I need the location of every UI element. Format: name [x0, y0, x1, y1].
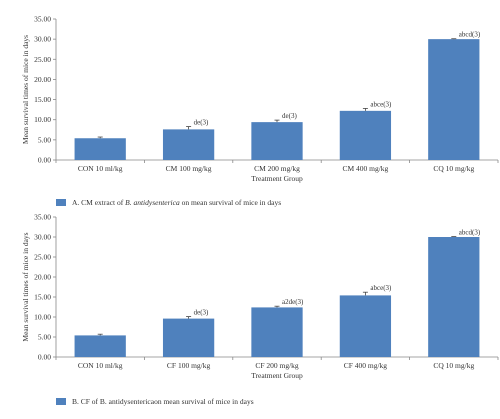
chart-1-data-label: abce(3) [370, 284, 392, 292]
chart-0-legend-text: A. CM extract of B. antidysenterica on m… [72, 198, 281, 207]
chart-1-x-tick-label: CF 200 mg/kg [255, 361, 299, 370]
chart-0-x-tick-label: CON 10 ml/kg [78, 164, 123, 173]
chart-1-bar [339, 295, 392, 357]
chart-0-legend-text-suffix: on mean survival of mice in days [180, 198, 282, 207]
chart-0-y-tick-label: 35.00 [34, 15, 51, 24]
chart-0-data-label: de(3) [282, 112, 297, 120]
chart-1-legend-swatch [56, 398, 66, 405]
chart-1-y-tick-label: 10.00 [34, 313, 51, 322]
chart-0-y-tick-label: 25.00 [34, 55, 51, 64]
chart-0-y-tick-label: 20.00 [34, 75, 51, 84]
chart-1-y-tick-label: 30.00 [34, 233, 51, 242]
chart-0-data-label: abce(3) [370, 100, 392, 108]
chart-0-y-tick-label: 15.00 [34, 95, 51, 104]
chart-1-y-tick-label: 5.00 [38, 333, 51, 342]
chart-0-x-tick-label: CM 400 mg/kg [342, 164, 388, 173]
chart-1-y-tick-label: 35.00 [34, 213, 51, 222]
chart-1-x-axis-title: Treatment Group [251, 371, 303, 380]
chart-1-y-tick-label: 25.00 [34, 253, 51, 262]
chart-0-y-tick-label: 5.00 [38, 135, 51, 144]
chart-0-x-tick-label: CQ 10 mg/kg [433, 164, 474, 173]
chart-0-y-tick-label: 30.00 [34, 35, 51, 44]
chart-panel-a: Mean survival times of mice in days 0.00 5… [21, 15, 499, 207]
chart-a-svg: Mean survival times of mice in days 0.00 5… [21, 15, 499, 207]
chart-0-data-label: de(3) [194, 119, 209, 127]
chart-1-legend-text-prefix: B. CF of B. antidysentericaon mean survi… [72, 397, 254, 406]
chart-0-x-tick-label: CM 100 mg/kg [166, 164, 212, 173]
chart-0-y-tick-label: 10.00 [34, 115, 51, 124]
chart-0-x-axis-title: Treatment Group [251, 174, 303, 183]
chart-0-bar [251, 122, 303, 160]
chart-1-data-label: a2de(3) [282, 298, 304, 306]
chart-0-legend-text-prefix: A. CM extract of [72, 198, 125, 207]
chart-0-x-tick-label: CM 200 mg/kg [254, 164, 300, 173]
chart-0-data-label: abcd(3) [459, 31, 481, 39]
chart-1-bar [251, 307, 303, 357]
chart-1-data-label: abcd(3) [459, 229, 481, 237]
chart-1-y-tick-label: 15.00 [34, 293, 51, 302]
chart-1-x-tick-label: CON 10 ml/kg [78, 361, 123, 370]
chart-1-x-tick-label: CF 100 mg/kg [167, 361, 211, 370]
chart-1-bar [162, 318, 215, 357]
chart-0-legend-text-italic: B. antidysenterica [125, 198, 180, 207]
chart-0-legend-swatch [56, 199, 66, 206]
chart-1-y-axis-title: Mean survival times of mice in days [21, 232, 30, 341]
chart-1-x-tick-label: CF 400 mg/kg [344, 361, 388, 370]
chart-1-bar [74, 335, 126, 357]
chart-1-data-label: de(3) [194, 309, 209, 317]
chart-0-bar [74, 138, 126, 160]
chart-1-y-tick-label: 0.00 [38, 353, 51, 362]
chart-1-legend-text: B. CF of B. antidysentericaon mean survi… [72, 397, 254, 406]
chart-panel-b: Mean survival times of mice in days 0.00 5… [0, 210, 500, 419]
chart-0-y-tick-label: 0.00 [38, 156, 51, 165]
chart-1-y-tick-label: 20.00 [34, 273, 51, 282]
chart-0-bar [428, 39, 480, 161]
chart-0-bar [339, 110, 392, 160]
chart-1-x-tick-label: CQ 10 mg/kg [433, 361, 474, 370]
chart-0-bar [162, 129, 215, 160]
chart-1-bar [428, 237, 480, 357]
chart-b-svg: Mean survival times of mice in days 0.00 5… [21, 213, 499, 406]
chart-0-y-axis-title: Mean survival times of mice in days [21, 35, 30, 144]
